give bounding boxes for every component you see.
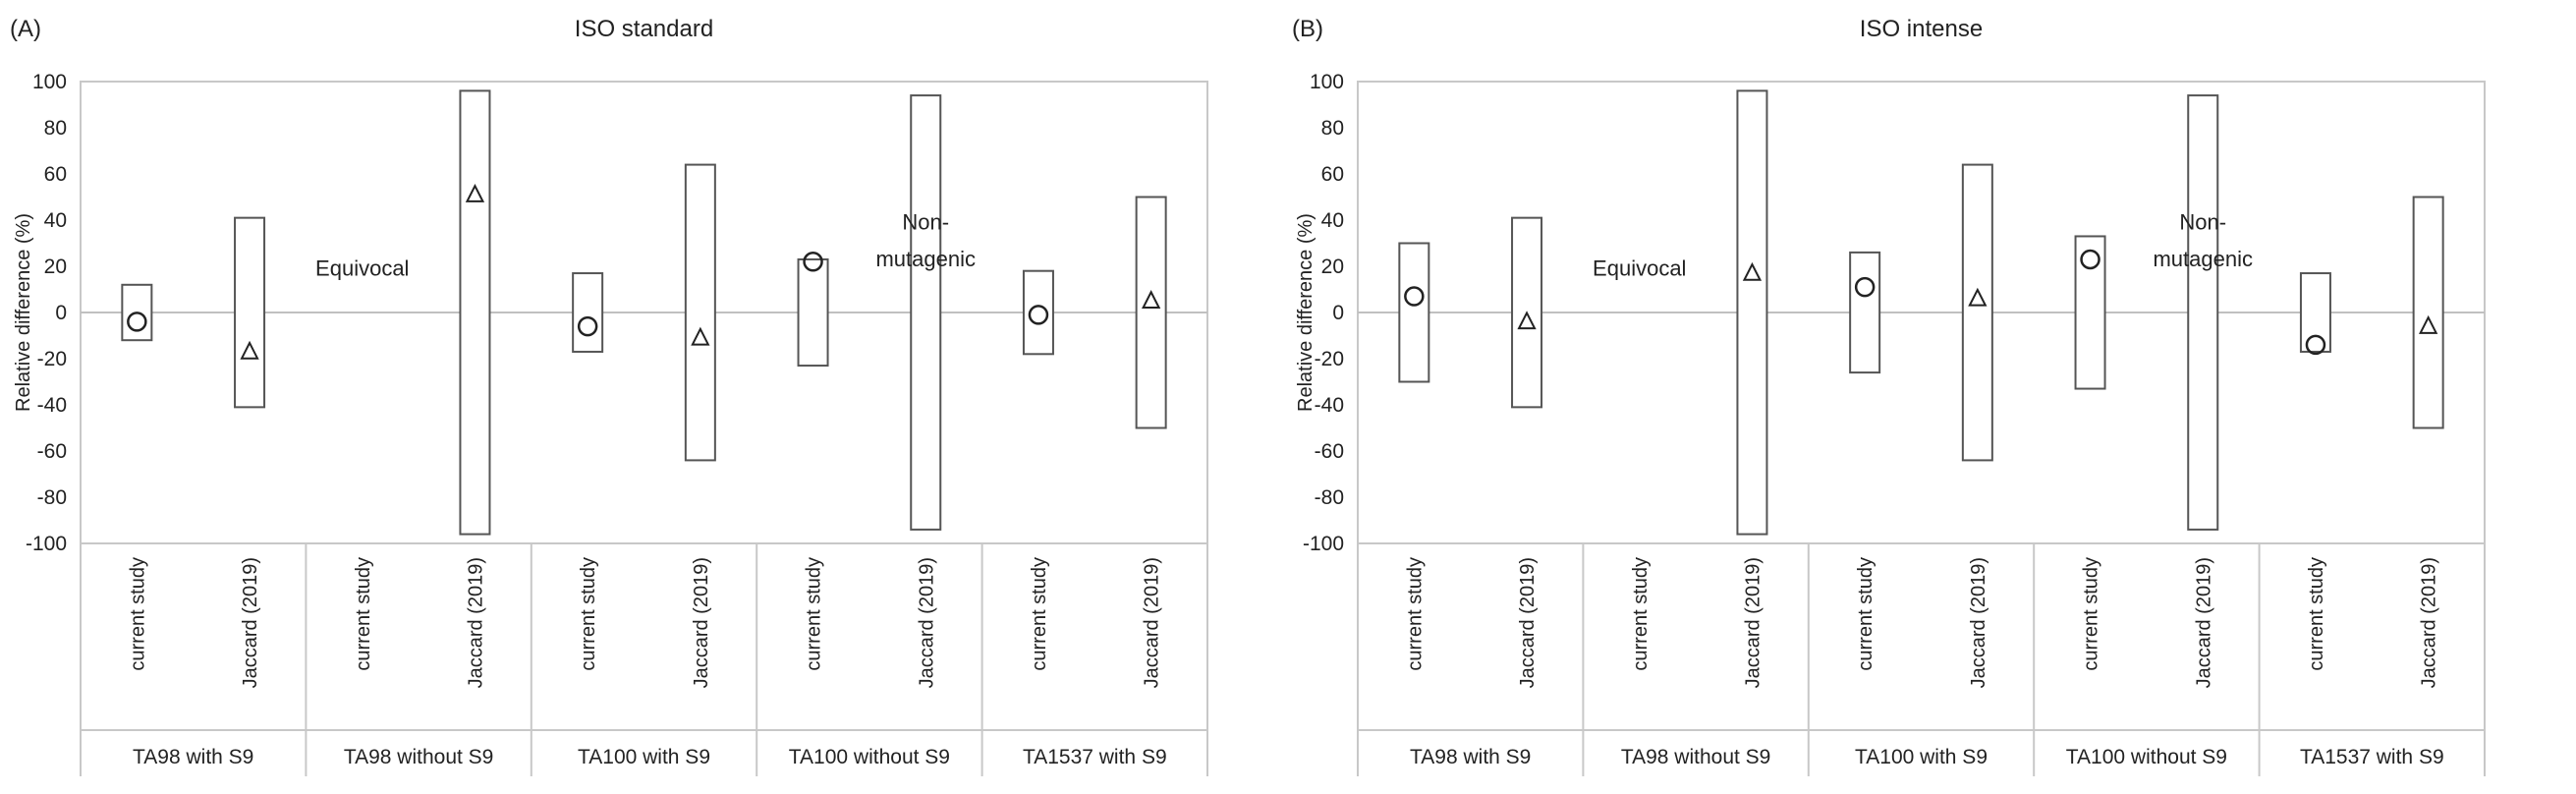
- y-tick-label: 40: [1321, 209, 1344, 232]
- y-tick-label: -40: [1315, 394, 1344, 417]
- annotation-non: Non-: [2179, 209, 2226, 234]
- annotation-non: Non-: [902, 209, 949, 234]
- category-label: Jaccard (2019): [691, 557, 712, 688]
- range-bar: [2187, 94, 2219, 531]
- category-label: Jaccard (2019): [1968, 557, 1989, 688]
- annotation-mutagenic: mutagenic: [875, 247, 976, 271]
- range-bar: [1961, 163, 1993, 462]
- panel-a: (A) ISO standard -100 -80 -60 -40 -20 0 20 40 60 80…: [10, 16, 1208, 776]
- y-tick-label: -20: [1315, 348, 1344, 370]
- panel-label: (A): [10, 16, 41, 42]
- y-tick-label: 0: [1332, 302, 1344, 324]
- category-label: current study: [2306, 557, 2327, 671]
- group-label: TA100 with S9: [578, 746, 710, 768]
- range-bar: [910, 94, 942, 531]
- category-label: Jaccard (2019): [465, 557, 486, 688]
- group-label: TA98 with S9: [133, 746, 253, 768]
- category-label: Jaccard (2019): [916, 557, 937, 688]
- estimate-triangle-marker: [691, 326, 710, 346]
- y-tick-label: 40: [44, 209, 67, 232]
- category-label: current study: [1404, 557, 1426, 671]
- estimate-triangle-marker: [2419, 314, 2438, 334]
- annotation-equivocal: Equivocal: [315, 255, 409, 280]
- group-label: TA1537 with S9: [1023, 746, 1167, 768]
- y-tick-label: 80: [1321, 117, 1344, 140]
- y-tick-label: 20: [1321, 255, 1344, 278]
- y-tick-label: -20: [37, 348, 67, 370]
- range-bar: [2074, 235, 2106, 390]
- estimate-triangle-marker: [240, 340, 259, 360]
- category-label: Jaccard (2019): [240, 557, 261, 688]
- y-tick-label: 0: [55, 302, 67, 324]
- category-label: Jaccard (2019): [1517, 557, 1539, 688]
- y-tick-label: -40: [37, 394, 67, 417]
- y-tick-label: -60: [1315, 440, 1344, 463]
- category-label: Jaccard (2019): [2193, 557, 2214, 688]
- category-label: current study: [2081, 557, 2102, 671]
- category-label: current study: [1855, 557, 1876, 671]
- category-label: Jaccard (2019): [1742, 557, 1764, 688]
- estimate-circle-marker: [1404, 286, 1425, 307]
- range-bar: [2299, 272, 2331, 353]
- y-tick-label: 100: [32, 71, 67, 93]
- estimate-circle-marker: [803, 252, 823, 272]
- panel-b: (B) ISO intense -100 -80 -60 -40 -20 0 20 40 60 80 1…: [1292, 16, 2486, 776]
- y-tick-label: -60: [37, 440, 67, 463]
- estimate-circle-marker: [1028, 305, 1049, 325]
- y-axis-label: Relative difference (%): [13, 213, 34, 412]
- category-label: current study: [353, 557, 374, 671]
- group-label: TA98 without S9: [344, 746, 494, 768]
- estimate-triangle-marker: [465, 183, 485, 202]
- estimate-triangle-marker: [1968, 287, 1988, 307]
- range-bar: [234, 216, 266, 409]
- estimate-circle-marker: [2080, 249, 2100, 270]
- y-tick-label: -80: [37, 486, 67, 509]
- category-label: current study: [127, 557, 148, 671]
- range-bar: [1849, 251, 1881, 374]
- category-label: current study: [804, 557, 825, 671]
- range-bar: [572, 272, 604, 353]
- estimate-circle-marker: [1854, 276, 1876, 298]
- category-label: current study: [578, 557, 599, 671]
- y-tick-label: -100: [1303, 533, 1344, 555]
- range-bar: [684, 163, 716, 462]
- estimate-circle-marker: [577, 315, 598, 337]
- annotation-mutagenic: mutagenic: [2153, 247, 2253, 271]
- estimate-circle-marker: [127, 312, 147, 332]
- chart-title: ISO intense: [1860, 16, 1983, 42]
- range-bar: [1398, 242, 1430, 383]
- estimate-triangle-marker: [1517, 311, 1537, 330]
- y-tick-label: 80: [44, 117, 67, 140]
- group-label: TA100 with S9: [1855, 746, 1988, 768]
- range-bar: [1135, 196, 1167, 429]
- chart-title: ISO standard: [575, 16, 713, 42]
- range-bar: [2412, 196, 2444, 429]
- estimate-triangle-marker: [1742, 261, 1763, 281]
- estimate-circle-marker: [2305, 334, 2326, 356]
- range-bar: [797, 257, 829, 368]
- y-tick-label: -100: [26, 533, 67, 555]
- y-tick-label: 20: [44, 255, 67, 278]
- panel-label: (B): [1292, 16, 1323, 42]
- y-tick-label: 100: [1310, 71, 1344, 93]
- group-label: TA1537 with S9: [2300, 746, 2444, 768]
- category-label: current study: [1630, 557, 1652, 671]
- category-label: Jaccard (2019): [1142, 557, 1163, 688]
- y-tick-label: -80: [1315, 486, 1344, 509]
- group-label: TA100 without S9: [789, 746, 950, 768]
- annotation-equivocal: Equivocal: [1593, 255, 1686, 280]
- y-tick-label: 60: [44, 163, 67, 186]
- category-label: current study: [1029, 557, 1050, 671]
- range-bar: [459, 89, 491, 536]
- group-label: TA98 with S9: [1410, 746, 1531, 768]
- category-label: Jaccard (2019): [2419, 557, 2440, 688]
- y-axis-label: Relative difference (%): [1295, 213, 1316, 412]
- y-tick-label: 60: [1321, 163, 1344, 186]
- range-bar: [1022, 269, 1054, 356]
- range-bar: [1736, 89, 1768, 536]
- group-label: TA100 without S9: [2066, 746, 2227, 768]
- group-label: TA98 without S9: [1621, 746, 1771, 768]
- estimate-triangle-marker: [1142, 290, 1161, 309]
